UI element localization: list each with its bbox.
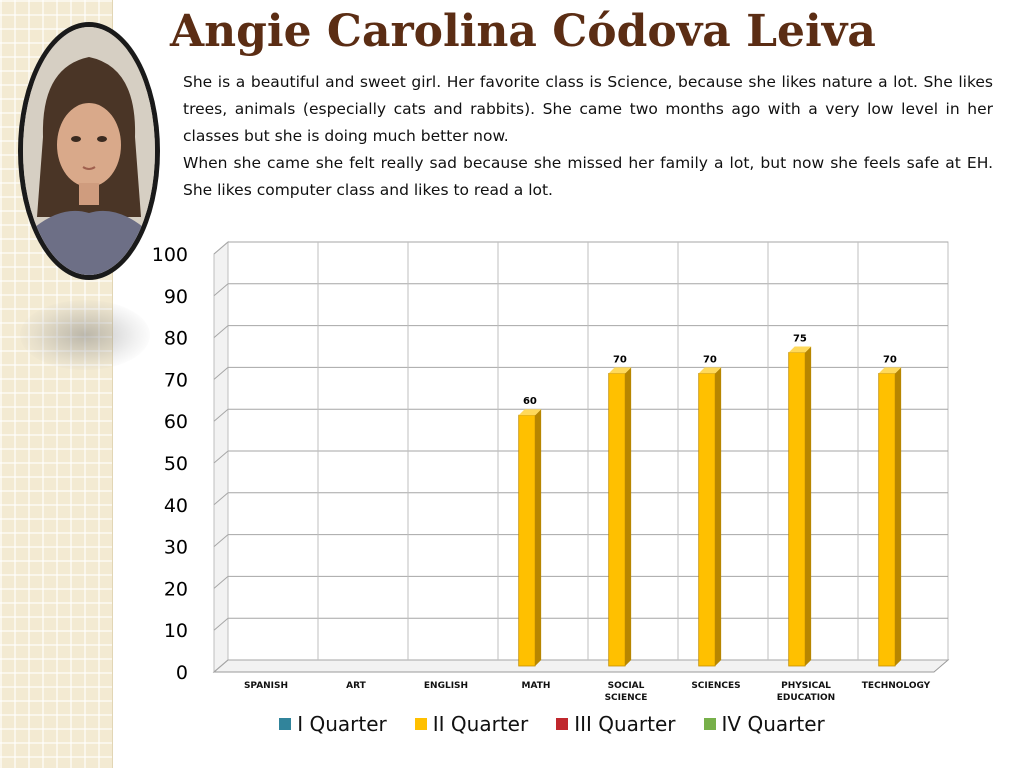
gridline-side [213, 367, 229, 380]
x-tick-label: SPANISH [244, 681, 288, 691]
legend-label: III Quarter [574, 712, 676, 736]
bar [518, 414, 536, 667]
y-tick-label: 10 [164, 620, 188, 642]
bar-top [608, 367, 632, 374]
bio-paragraph-2: When she came she felt really sad becaus… [183, 154, 993, 199]
gridline-side [213, 408, 229, 422]
data-label: 70 [703, 354, 717, 365]
data-label: 70 [613, 354, 627, 365]
legend-swatch [414, 718, 427, 730]
data-label: 70 [883, 354, 897, 365]
x-tick-label: EDUCATION [777, 693, 835, 703]
y-tick-label: 50 [164, 453, 188, 475]
gridline-side [213, 492, 229, 506]
y-tick-label: 20 [164, 578, 188, 600]
y-tick-label: 100 [152, 244, 188, 266]
x-tick-label: ENGLISH [424, 681, 468, 691]
data-label: 75 [793, 334, 807, 345]
x-tick-label: PHYSICAL [781, 681, 831, 691]
gridline-side [213, 325, 229, 338]
gridline-side [213, 576, 229, 589]
y-tick-label: 40 [164, 495, 188, 517]
y-tick-label: 0 [176, 662, 188, 684]
x-tick-label: SCIENCE [605, 693, 648, 703]
x-tick-label: ART [346, 681, 366, 691]
legend-label: I Quarter [297, 712, 387, 736]
bar-side [895, 367, 902, 666]
legend-swatch [279, 718, 292, 730]
bar-top [698, 367, 722, 374]
grades-bar-chart: 0 10 20 30 40 50 60 70 80 90 100 SPANISH ART ENGLISH M… [152, 240, 950, 703]
legend-label: II Quarter [432, 712, 529, 736]
decorative-shadow [20, 300, 150, 370]
slide-title: Angie Carolina Códova Leiva [170, 6, 876, 57]
student-bio: She is a beautiful and sweet girl. Her f… [183, 69, 993, 204]
gridline-side [213, 450, 229, 464]
y-tick-label: 90 [164, 286, 188, 308]
bar [788, 352, 806, 667]
bar-top [788, 346, 812, 353]
legend-item: II Quarter [414, 712, 529, 736]
x-tick-label: MATH [522, 681, 551, 691]
bar-side [805, 346, 812, 666]
y-tick-label: 80 [164, 328, 188, 350]
y-tick-label: 60 [164, 411, 188, 433]
gridline-side [213, 283, 229, 297]
x-tick-label: TECHNOLOGY [862, 681, 931, 691]
gridline-side [213, 241, 229, 255]
student-photo-frame [18, 22, 160, 280]
chart-legend: I Quarter II Quarter III Quarter IV Quarter [0, 709, 1024, 739]
gridline-side [213, 659, 229, 673]
legend-swatch [703, 718, 716, 730]
x-tick-label: SCIENCES [691, 681, 740, 691]
y-tick-label: 70 [164, 369, 188, 391]
x-tick-label: SOCIAL [608, 681, 645, 691]
data-label: 60 [523, 396, 537, 407]
student-photo [23, 27, 155, 275]
bar-side [625, 367, 632, 666]
legend-item: IV Quarter [703, 712, 825, 736]
legend-item: I Quarter [279, 712, 387, 736]
chart-floor [212, 659, 950, 673]
bio-paragraph-1: She is a beautiful and sweet girl. Her f… [183, 73, 993, 145]
gridline-side [213, 617, 229, 631]
legend-label: IV Quarter [721, 712, 825, 736]
bar [698, 372, 716, 667]
bar [878, 372, 896, 667]
bar-top [878, 367, 902, 374]
gridline-side [213, 534, 229, 547]
legend-item: III Quarter [556, 712, 676, 736]
bar [608, 372, 626, 667]
bar-side [535, 409, 542, 666]
y-tick-label: 30 [164, 537, 188, 559]
bar-side [715, 367, 722, 666]
legend-swatch [556, 718, 569, 730]
bar-top [518, 409, 542, 416]
